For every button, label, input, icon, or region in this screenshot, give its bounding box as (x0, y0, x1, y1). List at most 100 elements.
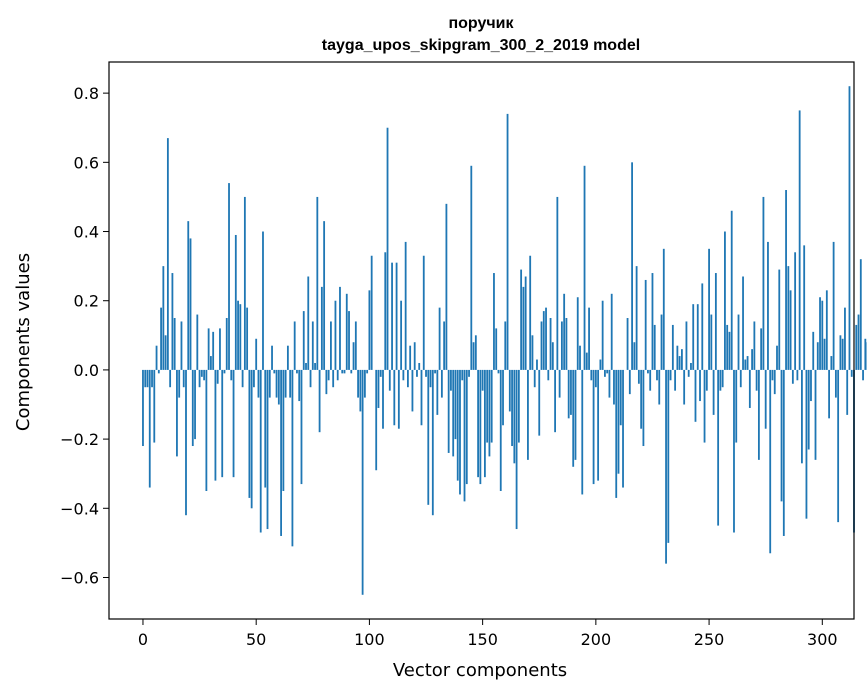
bar-73 (307, 276, 310, 370)
bar-64 (286, 345, 289, 370)
bar-81 (325, 369, 328, 395)
bar-54 (264, 369, 267, 488)
bar-123 (420, 369, 423, 426)
bar-145 (470, 165, 473, 370)
bar-296 (812, 331, 815, 370)
bar-164 (513, 369, 516, 464)
bar-101 (370, 255, 373, 370)
bar-127 (429, 369, 432, 388)
bar-207 (610, 293, 613, 370)
bar-142 (463, 369, 466, 502)
bar-243 (692, 304, 695, 370)
bar-265 (742, 276, 744, 370)
bar-62 (282, 369, 285, 491)
bar-57 (271, 345, 273, 370)
bar-100 (368, 290, 371, 370)
bar-198 (590, 369, 593, 381)
bar-271 (755, 369, 758, 391)
bar-97 (361, 369, 364, 595)
bar-291 (801, 369, 803, 464)
bar-109 (388, 369, 391, 391)
bar-276 (767, 241, 769, 370)
bar-286 (789, 290, 792, 370)
bars-group (142, 86, 867, 595)
bar-94 (354, 321, 357, 370)
bar-180 (549, 318, 552, 370)
bar-26 (200, 369, 203, 377)
bar-75 (311, 321, 314, 370)
bar-215 (628, 369, 631, 395)
bar-264 (739, 369, 742, 388)
bar-15 (176, 369, 178, 457)
x-axis-label: Vector components (393, 660, 567, 681)
bar-174 (536, 359, 538, 370)
bar-246 (699, 369, 701, 402)
bar-175 (538, 369, 541, 436)
bar-149 (479, 369, 482, 485)
bar-300 (821, 300, 824, 370)
bar-44 (241, 369, 244, 388)
bar-306 (834, 369, 837, 398)
bar-153 (488, 369, 491, 457)
bar-134 (445, 203, 448, 370)
bar-146 (472, 342, 475, 370)
bar-91 (348, 311, 350, 370)
bar-313 (850, 369, 853, 377)
bar-59 (275, 369, 278, 398)
x-tick-label: 200 (581, 630, 612, 649)
bar-222 (644, 279, 647, 370)
bar-293 (805, 369, 808, 519)
bar-184 (558, 369, 561, 398)
bar-288 (794, 252, 797, 370)
bar-128 (431, 369, 434, 516)
bar-307 (837, 369, 840, 523)
bar-140 (459, 369, 461, 495)
bar-299 (819, 297, 821, 370)
bar-31 (212, 331, 215, 370)
bar-258 (726, 324, 729, 370)
bar-23 (194, 369, 196, 440)
x-tick-label: 50 (246, 630, 266, 649)
bar-157 (497, 369, 500, 374)
bar-251 (710, 314, 713, 370)
bar-272 (757, 369, 760, 460)
bar-2 (146, 369, 149, 388)
bar-82 (327, 369, 330, 381)
bar-242 (690, 362, 692, 370)
bar-273 (760, 328, 763, 370)
bar-200 (594, 369, 597, 388)
bar-115 (402, 369, 405, 381)
bar-185 (560, 321, 563, 370)
bar-285 (787, 266, 790, 370)
bar-27 (203, 369, 206, 381)
bar-137 (452, 369, 455, 457)
bar-229 (660, 314, 663, 370)
bar-7 (157, 369, 160, 374)
bar-98 (363, 369, 366, 398)
bar-14 (173, 318, 176, 370)
bar-202 (599, 359, 602, 370)
bar-235 (674, 369, 677, 391)
bar-107 (384, 252, 387, 370)
bar-167 (520, 269, 523, 370)
y-tick-label: 0.0 (74, 361, 99, 380)
bar-283 (782, 369, 785, 536)
bar-217 (633, 342, 636, 370)
bar-282 (780, 369, 783, 502)
bar-103 (375, 369, 378, 471)
bar-49 (253, 369, 255, 388)
bar-50 (255, 338, 258, 370)
bar-46 (246, 307, 249, 370)
bar-86 (336, 369, 339, 381)
bar-41 (234, 234, 237, 370)
bar-114 (400, 300, 403, 370)
bar-69 (298, 369, 301, 402)
bar-195 (583, 165, 586, 370)
bar-311 (846, 369, 849, 415)
bar-274 (762, 196, 765, 370)
bar-88 (341, 369, 344, 374)
bar-259 (728, 331, 731, 370)
bar-89 (343, 369, 346, 374)
bar-63 (284, 369, 287, 398)
bar-287 (791, 369, 794, 384)
